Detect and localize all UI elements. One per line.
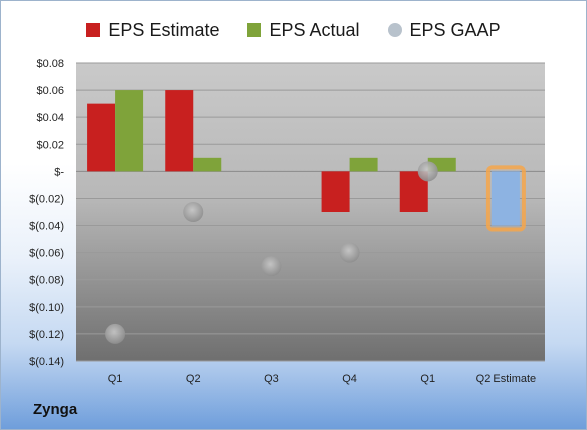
legend-swatch-eps-gaap [387,23,402,37]
gaap-points [105,161,438,344]
legend-swatch-eps-actual [247,23,262,37]
legend-item-eps-actual: EPS Actual [247,19,360,41]
bar-eps-estimate [491,171,520,226]
bar-eps-actual [193,157,222,172]
y-tick-label: $0.08 [36,58,64,70]
y-tick-label: $0.02 [36,139,64,151]
y-tick-label: $(0.06) [29,248,64,260]
x-tick-label: Q3 [264,373,279,385]
x-tick-label: Q2 [186,373,201,385]
y-tick-label: $(0.14) [29,356,64,368]
bar-eps-estimate [165,90,194,172]
bar-eps-actual [349,157,378,172]
y-tick-label: $- [54,166,64,178]
legend-label-eps-gaap: EPS GAAP [409,19,501,40]
y-axis-ticks: $0.08 $0.06 $0.04 $0.02 $- $(0.02) $(0.04) $(0.… [29,58,64,368]
y-tick-label: $0.04 [36,112,64,124]
legend-item-eps-estimate: EPS Estimate [86,20,219,41]
y-tick-label: $(0.04) [29,221,64,233]
x-tick-label: Q1 [420,373,435,385]
point-eps-gaap [261,256,282,277]
grid-lines [76,62,545,362]
x-tick-label: Q2 Estimate [476,373,537,385]
point-eps-gaap [105,323,126,344]
point-eps-gaap [417,161,438,182]
x-tick-label: Q1 [108,373,123,385]
legend-swatch-eps-estimate [86,23,101,37]
point-eps-gaap [339,242,360,263]
y-tick-label: $(0.12) [29,329,64,341]
chart-legend: EPS Estimate EPS Actual EPS GAAP [1,15,586,45]
y-tick-label: $(0.02) [29,193,64,205]
y-tick-label: $(0.08) [29,275,64,287]
y-tick-label: $(0.10) [29,302,64,314]
x-tick-label: Q4 [342,373,357,385]
plot-area [76,63,545,361]
bar-eps-estimate [87,103,116,172]
forecast-highlight [485,165,526,232]
y-tick-label: $0.06 [36,85,64,97]
bars [87,90,526,232]
legend-label-eps-estimate: EPS Estimate [108,19,220,40]
company-name: Zynga [33,401,78,418]
legend-item-eps-gaap: EPS GAAP [387,19,501,41]
bar-eps-estimate [321,171,350,212]
legend-label-eps-actual: EPS Actual [269,19,360,40]
bar-eps-actual [115,90,144,172]
x-axis-ticks: Q1 Q2 Q3 Q4 Q1 Q2 Estimate [108,373,536,385]
point-eps-gaap [183,202,204,222]
